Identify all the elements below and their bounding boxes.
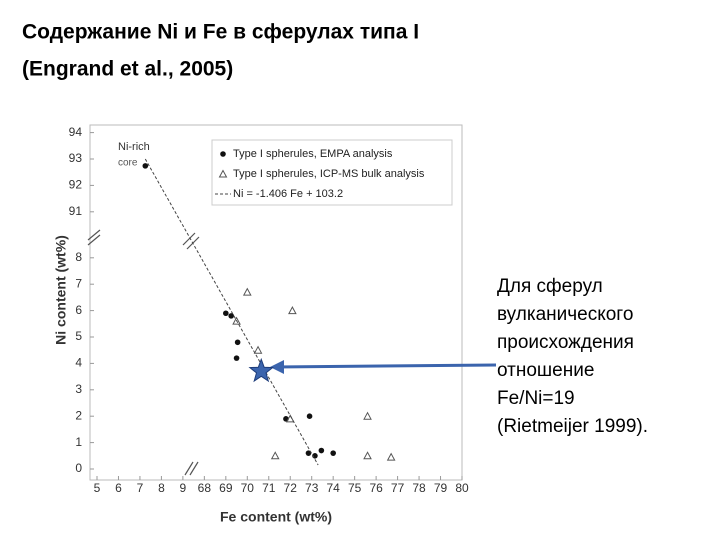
- note-line: Для сферул: [497, 276, 603, 297]
- x-tick-label: 80: [455, 481, 469, 495]
- x-tick-label: 68: [198, 481, 212, 495]
- point: [223, 310, 229, 317]
- legend-label: Type I spherules, EMPA analysis: [233, 148, 393, 160]
- y-tick-label: 6: [75, 303, 82, 317]
- annotation: core: [118, 158, 138, 169]
- y-tick-label: 92: [69, 178, 83, 192]
- legend-box: [211, 139, 453, 206]
- point: [270, 451, 280, 460]
- x-tick-label: 7: [137, 481, 144, 495]
- x-tick-label: 5: [94, 481, 101, 495]
- x-tick-label: 74: [326, 481, 340, 495]
- point: [363, 411, 372, 420]
- point: [242, 287, 252, 296]
- x-tick-label: 78: [412, 481, 426, 495]
- y-tick-label: 93: [69, 151, 83, 165]
- point: [318, 447, 325, 454]
- fit-line: [144, 158, 319, 466]
- x-tick-label: 70: [241, 481, 255, 495]
- x-tick-label: 75: [348, 481, 362, 495]
- x-tick-label: 9: [180, 481, 187, 495]
- x-tick-label: 71: [262, 481, 276, 495]
- arrow: [274, 363, 497, 369]
- note-line: отношение: [497, 360, 594, 381]
- legend-label: Type I spherules, ICP-MS bulk analysis: [233, 168, 425, 180]
- arrow-head: [270, 360, 284, 374]
- y-tick-label: 4: [75, 356, 82, 370]
- point: [228, 313, 234, 319]
- x-tick-label: 72: [284, 481, 298, 495]
- x-tick-label: 73: [305, 481, 319, 495]
- x-tick-label: 79: [434, 481, 448, 495]
- y-tick-label: 91: [69, 204, 83, 218]
- x-tick-label: 6: [115, 481, 122, 495]
- highlight-star: [248, 357, 275, 383]
- x-tick-label: 69: [219, 481, 233, 495]
- note-line: (Rietmeijer 1999).: [497, 416, 648, 437]
- note-line: Fe/Ni=19: [497, 388, 575, 409]
- y-tick-label: 1: [75, 435, 82, 449]
- axis-breaks: [87, 229, 200, 476]
- title: Содержание Ni и Fe в сферулах типа I: [22, 21, 419, 44]
- point: [234, 339, 241, 346]
- point: [363, 451, 372, 460]
- plot-frame: [89, 124, 463, 481]
- point: [253, 345, 263, 354]
- annotation: Ni-rich: [118, 141, 150, 153]
- y-tick-label: 94: [69, 125, 83, 139]
- note-line: вулканического: [497, 304, 633, 325]
- y-tick-label: 0: [75, 461, 82, 475]
- point: [232, 316, 241, 325]
- point: [306, 413, 313, 420]
- y-tick-label: 5: [75, 329, 82, 343]
- point: [285, 414, 295, 423]
- point: [142, 163, 149, 169]
- subtitle: (Engrand et al., 2005): [22, 58, 233, 81]
- note-line: происхождения: [497, 332, 634, 353]
- legend-label: Ni = -1.406 Fe + 103.2: [233, 188, 343, 200]
- point: [305, 450, 312, 456]
- x-tick-label: 8: [158, 481, 165, 495]
- point: [330, 450, 336, 456]
- y-tick-label: 8: [75, 250, 82, 264]
- x-tick-label: 76: [369, 481, 383, 495]
- y-tick-label: 7: [75, 276, 82, 290]
- y-axis-label: Ni content (wt%): [53, 235, 69, 345]
- x-axis-label: Fe content (wt%): [220, 509, 332, 525]
- legend-marker: [218, 169, 228, 178]
- x-tick-label: 77: [391, 481, 405, 495]
- point: [386, 452, 396, 461]
- legend-marker: [220, 151, 226, 157]
- point: [288, 306, 297, 315]
- y-tick-label: 2: [75, 408, 82, 422]
- point: [233, 355, 240, 361]
- y-tick-label: 3: [75, 382, 82, 396]
